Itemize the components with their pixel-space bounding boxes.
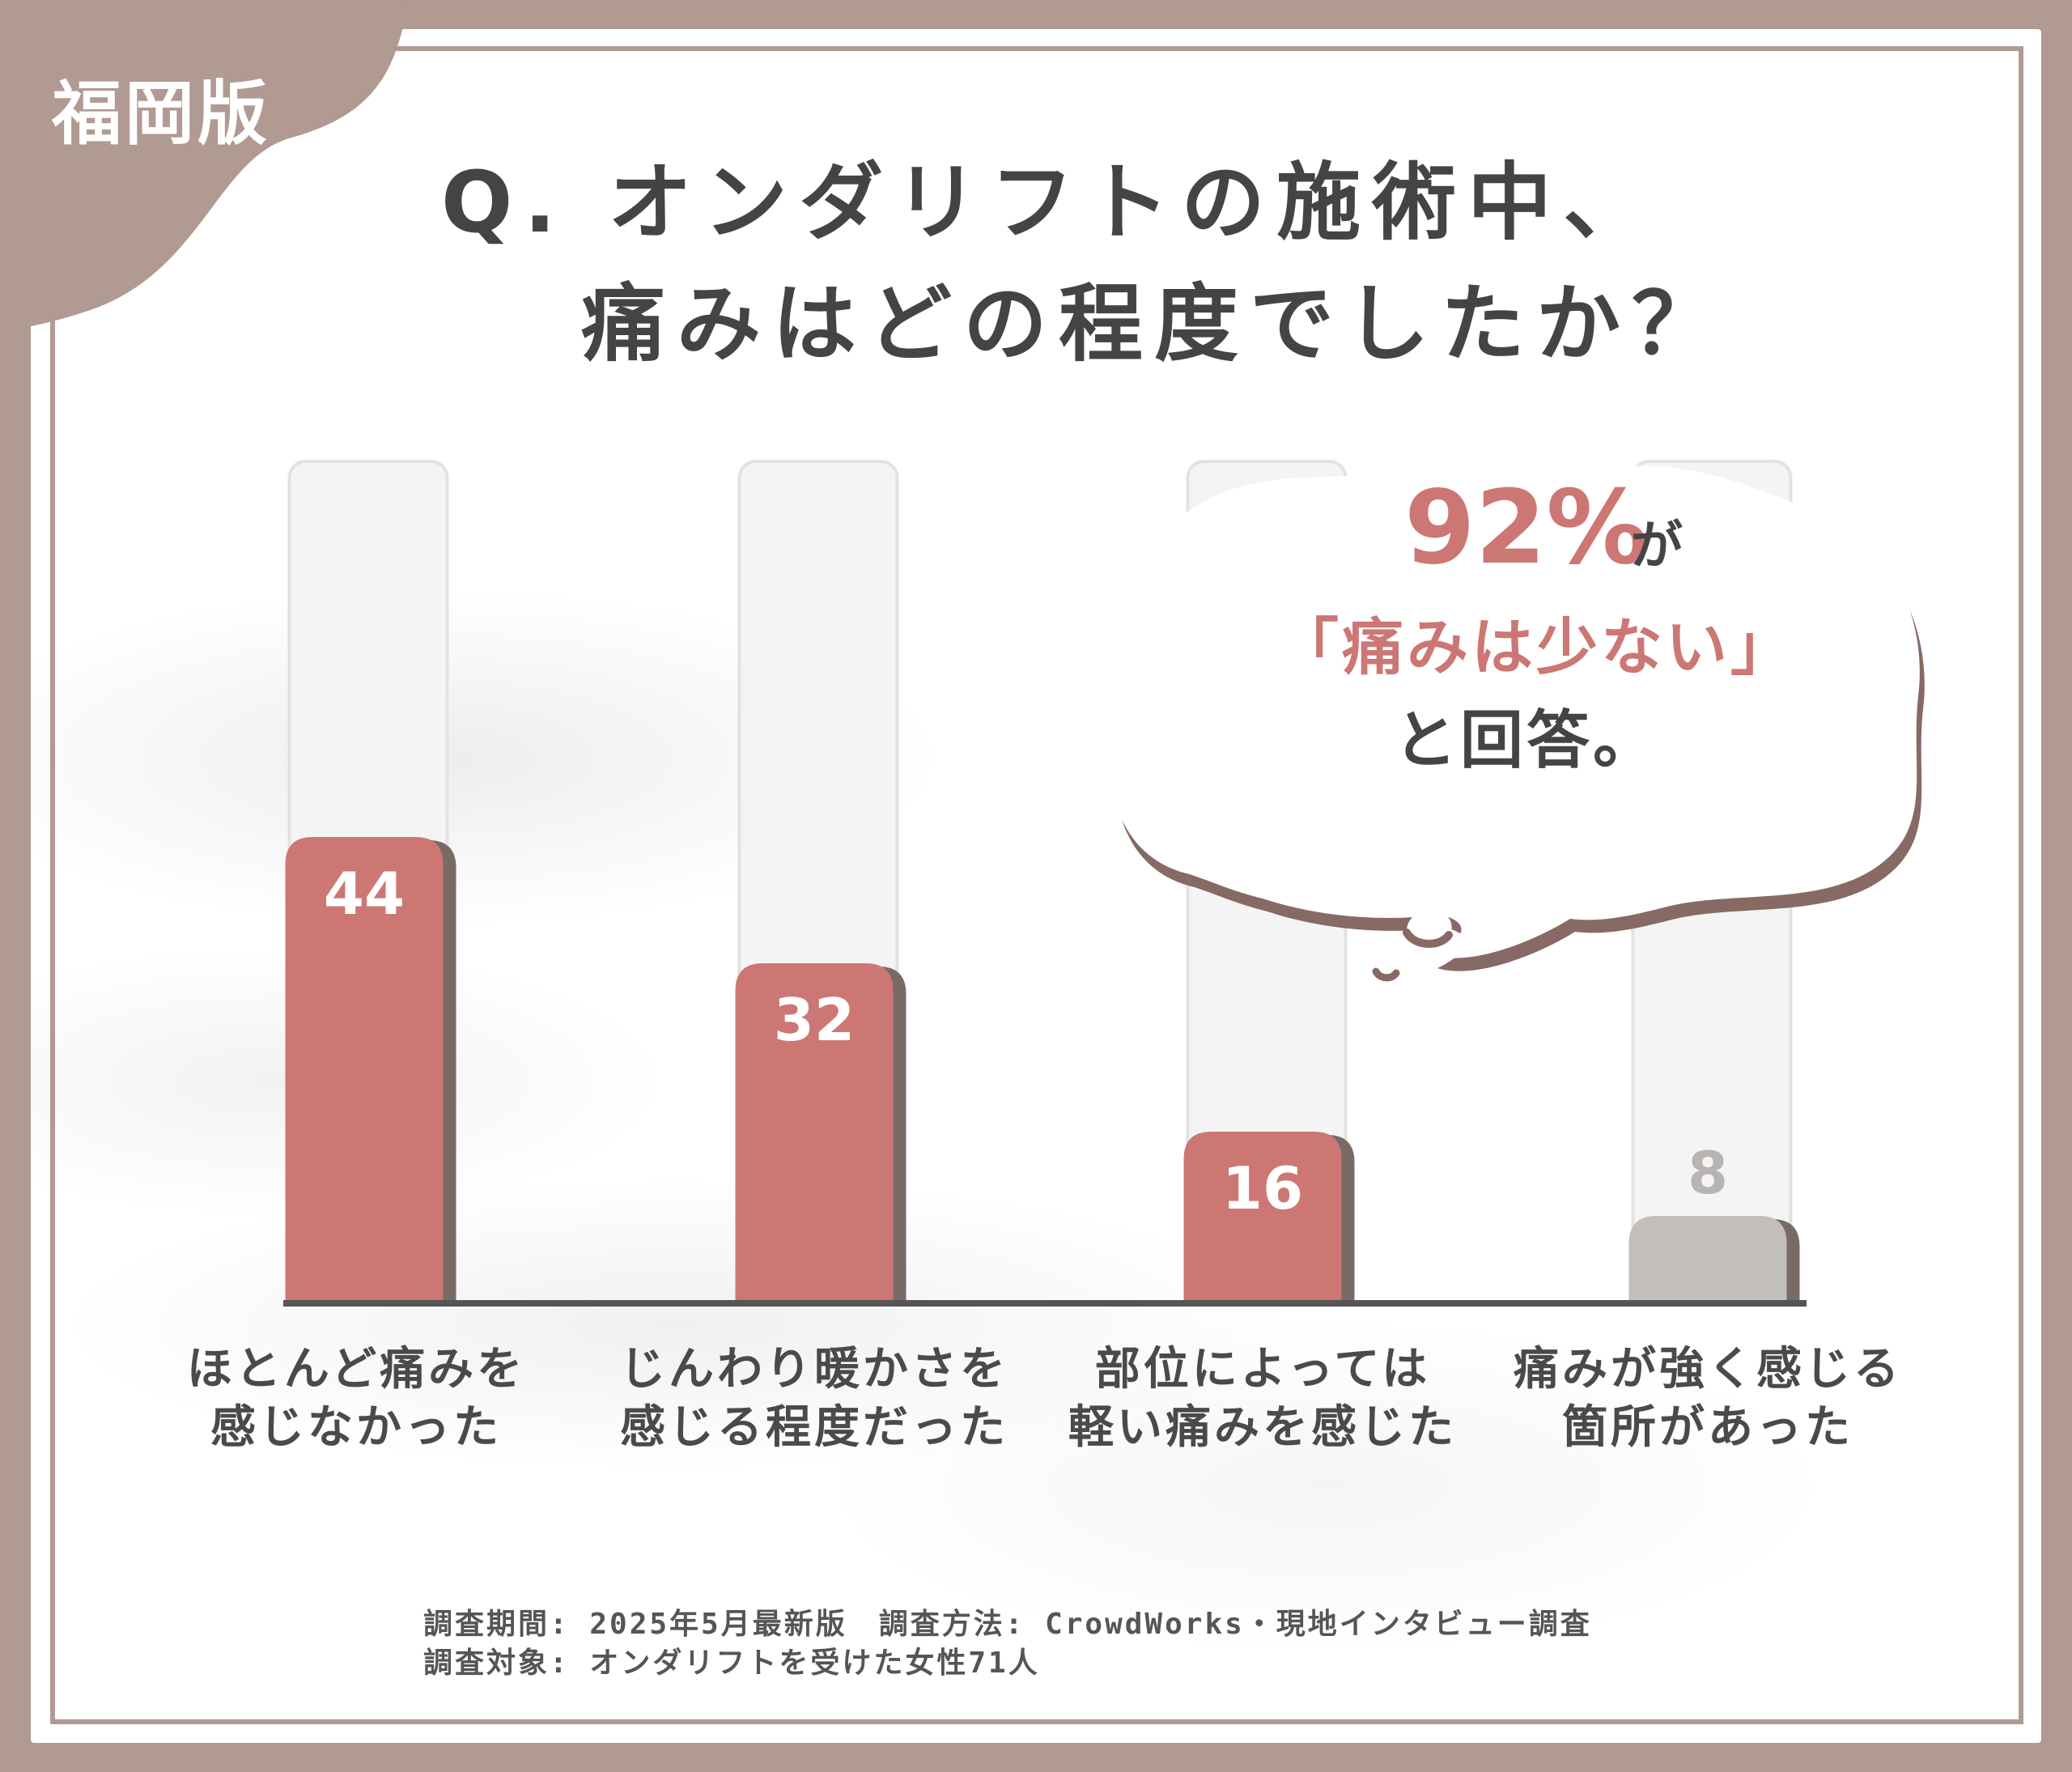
category-label: 軽い痛みを感じた bbox=[1068, 1401, 1457, 1454]
category-label: 感じなかった bbox=[210, 1401, 502, 1454]
thought-dot-large bbox=[1407, 909, 1452, 943]
bar bbox=[1183, 1132, 1342, 1300]
category-label: 箇所があった bbox=[1562, 1401, 1853, 1454]
survey-period-method: 調査期間: 2025年5月最新版 調査方法: CrowdWorks・現地インタビ… bbox=[423, 1608, 1592, 1641]
category-label: 部位によっては bbox=[1095, 1343, 1430, 1396]
bar-value-label: 8 bbox=[1688, 1139, 1728, 1207]
question-title-line-2: 痛みはどの程度でしたか？ bbox=[581, 274, 1728, 373]
bar-value-label: 16 bbox=[1222, 1154, 1303, 1222]
question-title-line-1: Q. オンダリフトの施術中、 bbox=[441, 153, 1659, 252]
category-label: 痛みが強く感じる bbox=[1514, 1343, 1902, 1396]
bar bbox=[1628, 1216, 1787, 1300]
corner-badge-shape bbox=[0, 0, 409, 332]
speech-bubble bbox=[1110, 461, 1925, 982]
callout-quote: 「痛みは少ない」 bbox=[1277, 611, 1795, 683]
bar-value-label: 44 bbox=[324, 860, 405, 928]
callout-answer: と回答。 bbox=[1394, 704, 1660, 777]
callout-percent: 92% bbox=[1404, 468, 1649, 587]
survey-footnote: 調査期間: 2025年5月最新版 調査方法: CrowdWorks・現地インタビ… bbox=[423, 1605, 1592, 1683]
bar-value-label: 32 bbox=[774, 986, 855, 1054]
bar bbox=[735, 963, 894, 1300]
region-badge: 福岡版 bbox=[52, 74, 270, 155]
callout-particle: が bbox=[1631, 516, 1683, 576]
category-label: 感じる程度だった bbox=[620, 1401, 1008, 1454]
category-label: ほとんど痛みを bbox=[187, 1343, 525, 1396]
bar bbox=[285, 837, 444, 1300]
category-label: じんわり暖かさを bbox=[620, 1343, 1008, 1396]
survey-target: 調査対象: オンダリフトを受けた女性71人 bbox=[423, 1647, 1040, 1680]
